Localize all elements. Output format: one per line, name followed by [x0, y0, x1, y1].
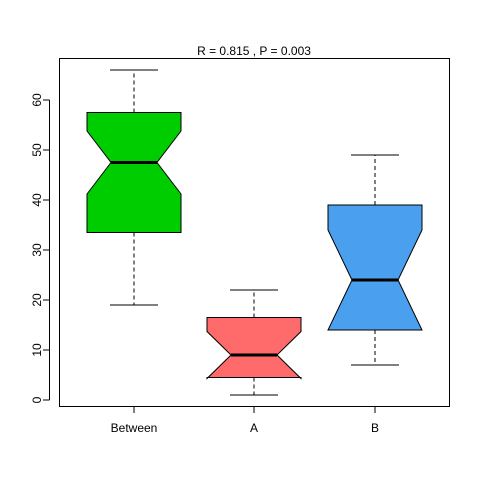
box-b [327, 154, 423, 366]
y-tick-label: 10 [30, 343, 44, 357]
box-between [86, 69, 182, 306]
chart-title: R = 0.815 , P = 0.003 [197, 44, 311, 58]
x-tick-label: B [371, 421, 379, 435]
box-body [206, 317, 302, 380]
y-tick-label: 0 [30, 396, 44, 403]
x-axis: Between A B [111, 406, 379, 435]
box-body [327, 204, 423, 331]
y-axis: 0 10 20 30 40 50 60 [30, 93, 50, 403]
y-tick-label: 30 [30, 243, 44, 257]
y-tick-label: 50 [30, 143, 44, 157]
x-tick-label: A [250, 421, 258, 435]
y-tick-label: 60 [30, 93, 44, 107]
x-tick-label: Between [111, 421, 158, 435]
y-tick-label: 20 [30, 293, 44, 307]
boxes-layer [86, 69, 423, 396]
y-tick-label: 40 [30, 193, 44, 207]
box-a [206, 289, 302, 396]
box-body [86, 112, 182, 233]
